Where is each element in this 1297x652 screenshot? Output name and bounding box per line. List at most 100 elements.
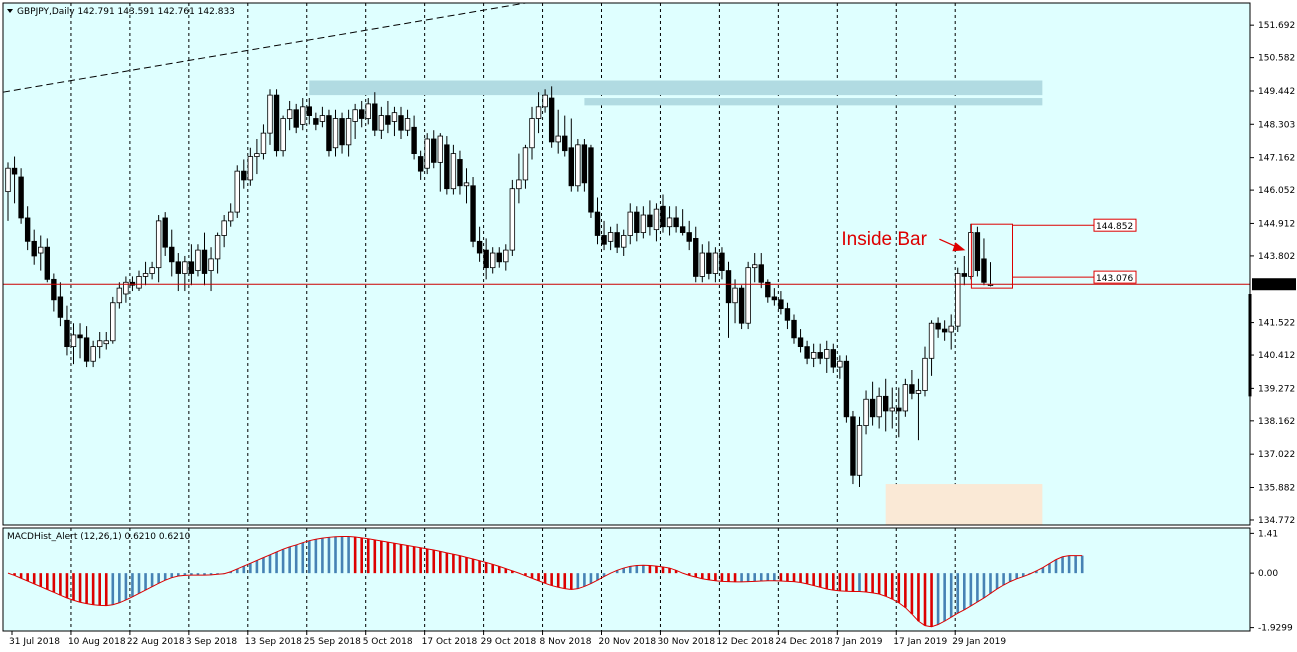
bearish-candle — [896, 407, 902, 412]
bullish-candle — [345, 118, 352, 146]
macd-histogram — [13, 536, 1084, 627]
bullish-candle — [627, 211, 633, 236]
bullish-candle — [837, 360, 843, 368]
price-tick-label: 146.052 — [1258, 186, 1295, 196]
bullish-candle — [640, 214, 647, 233]
bearish-candle — [568, 147, 574, 187]
date-tick-label: 24 Dec 2018 — [775, 637, 833, 647]
bearish-candle — [483, 249, 489, 269]
bearish-candle — [588, 147, 594, 213]
bullish-candle — [254, 153, 260, 157]
bearish-candle — [784, 308, 791, 321]
bullish-candle — [450, 153, 457, 190]
bullish-candle — [915, 390, 922, 394]
price-tick-label: 135.882 — [1258, 484, 1295, 494]
bullish-candle — [38, 246, 44, 254]
date-tick-label: 20 Nov 2018 — [599, 637, 657, 647]
price-tick-label: 138.162 — [1258, 417, 1295, 427]
bullish-candle — [116, 287, 123, 304]
bullish-candle — [182, 261, 188, 274]
indicator-axis: 1.41 0.00 -1.9299 — [1250, 529, 1293, 634]
date-tick-label: 12 Dec 2018 — [716, 637, 774, 647]
date-tick-label: 29 Oct 2018 — [481, 637, 537, 647]
bearish-candle — [241, 170, 247, 181]
bearish-candle — [188, 261, 195, 274]
bullish-candle — [732, 287, 738, 304]
date-axis: 31 Jul 2018 10 Aug 2018 22 Aug 2018 3 Sep 2… — [9, 631, 1006, 647]
bearish-candle — [614, 232, 620, 248]
bullish-candle — [90, 346, 96, 362]
indicator-tick-label: 0.00 — [1258, 569, 1278, 579]
bullish-candle — [208, 258, 214, 271]
bearish-candle — [771, 296, 778, 301]
bearish-candle — [51, 278, 57, 301]
bearish-candle — [18, 176, 24, 219]
date-tick-label: 22 Aug 2018 — [127, 637, 185, 647]
bearish-candle — [385, 115, 391, 125]
bearish-candle — [909, 384, 915, 394]
price-tick-label: 151.692 — [1258, 21, 1295, 31]
bullish-candle — [234, 170, 240, 213]
bearish-candle — [476, 240, 483, 254]
current-price-tag — [1252, 278, 1296, 291]
bearish-candle — [778, 299, 784, 309]
bearish-candle — [634, 211, 640, 233]
price-tick-label: 139.272 — [1258, 384, 1295, 394]
bullish-candle — [70, 334, 77, 348]
bearish-candle — [358, 109, 365, 119]
level-upper-label: 144.852 — [1096, 222, 1133, 232]
bullish-candle — [529, 118, 535, 149]
date-tick-label: 29 Jan 2019 — [952, 637, 1006, 647]
bearish-candle — [961, 273, 967, 277]
bearish-candle — [797, 337, 804, 348]
bullish-candle — [280, 118, 286, 152]
bearish-candle — [417, 156, 424, 172]
bullish-candle — [928, 322, 935, 359]
bullish-candle — [214, 235, 221, 260]
bullish-candle — [267, 94, 273, 134]
bullish-candle — [555, 135, 561, 143]
price-tick-label: 144.912 — [1258, 219, 1295, 229]
bearish-candle — [57, 296, 64, 318]
bearish-candle — [77, 334, 83, 339]
date-tick-label: 3 Sep 2018 — [186, 637, 238, 647]
bearish-candle — [804, 346, 810, 359]
resistance-zone-lower — [584, 98, 1043, 106]
bullish-candle — [509, 188, 516, 251]
chart-menu-triangle-icon[interactable] — [7, 9, 13, 13]
bullish-candle — [542, 94, 548, 108]
bullish-candle — [221, 220, 227, 236]
bullish-candle — [123, 281, 129, 295]
bearish-candle — [738, 287, 745, 324]
date-tick-label: 31 Jul 2018 — [9, 637, 60, 647]
bearish-candle — [398, 115, 404, 131]
trendline — [2, 2, 526, 93]
bullish-candle — [424, 138, 430, 169]
bearish-candle — [431, 138, 437, 163]
bearish-candle — [562, 135, 568, 152]
bullish-candle — [902, 384, 909, 412]
bearish-candle — [11, 167, 18, 175]
bearish-candle — [843, 360, 850, 418]
bearish-candle — [64, 319, 70, 348]
bullish-candle — [607, 232, 614, 242]
bullish-candle — [5, 167, 11, 193]
bearish-candle — [758, 264, 764, 283]
bearish-candle — [817, 352, 823, 359]
bearish-candle — [601, 235, 607, 245]
date-tick-label: 30 Nov 2018 — [657, 637, 715, 647]
bullish-candle — [575, 144, 581, 187]
date-tick-label: 25 Sep 2018 — [304, 637, 361, 647]
bearish-candle — [457, 159, 463, 187]
bullish-candle — [103, 340, 109, 345]
bullish-candle — [516, 179, 522, 190]
indicator-tick-label: -1.9299 — [1258, 624, 1293, 634]
bullish-candle — [810, 352, 817, 359]
level-lower-label: 143.076 — [1096, 274, 1133, 284]
bullish-candle — [699, 252, 705, 277]
bearish-candle — [706, 252, 712, 274]
bearish-candle — [883, 395, 889, 412]
price-tick-label: 137.022 — [1258, 450, 1295, 460]
bullish-candle — [968, 232, 974, 277]
date-tick-label: 5 Oct 2018 — [363, 637, 413, 647]
